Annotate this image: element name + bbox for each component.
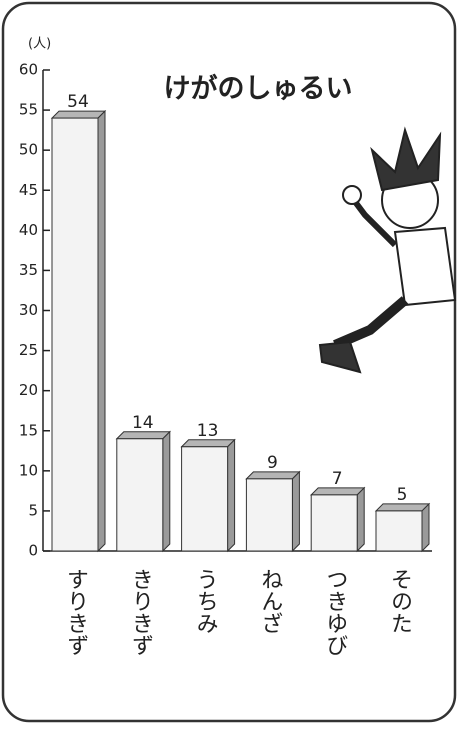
chart: (人) けがのしゅるい 0 5 10 15 20 25 30 35 40 45 50 55 60 54 すり… (0, 0, 459, 726)
value-label: 7 (332, 469, 343, 489)
y-tick-label: 35 (19, 261, 38, 279)
bar-side (422, 504, 429, 551)
y-tick-label: 25 (19, 341, 38, 359)
value-label: 14 (132, 413, 154, 433)
x-tick-label: そのた (387, 568, 412, 634)
bar (117, 439, 163, 551)
y-unit: (人) (28, 37, 51, 52)
bar-side (228, 440, 235, 551)
x-tick-label: ねんざ (257, 568, 282, 634)
value-label: 54 (67, 92, 89, 112)
bar (182, 447, 228, 551)
bar-top (52, 111, 105, 118)
bar-side (98, 111, 105, 551)
y-tick-label: 15 (19, 421, 38, 439)
y-tick-label: 20 (19, 381, 38, 399)
bar-side (163, 432, 170, 551)
y-tick-label: 50 (19, 141, 38, 159)
bar (311, 495, 357, 551)
y-tick-label: 30 (19, 301, 38, 319)
y-tick-label: 45 (19, 181, 38, 199)
value-label: 5 (397, 485, 408, 505)
bar-top (376, 504, 429, 511)
x-tick-label: すりきず (63, 568, 88, 656)
y-tick-label: 10 (19, 461, 38, 479)
value-label: 13 (197, 421, 219, 441)
x-tick-label: うちみ (193, 568, 218, 634)
bar-top (246, 472, 299, 479)
x-tick-label: きりきず (128, 568, 153, 656)
bar-side (292, 472, 299, 551)
y-tick-label: 40 (19, 221, 38, 239)
y-tick-label: 5 (28, 501, 38, 519)
y-tick-label: 60 (19, 61, 38, 79)
chart-title: けがのしゅるい (164, 73, 353, 105)
bar-top (117, 432, 170, 439)
y-tick-label: 0 (28, 542, 38, 560)
value-label: 9 (267, 453, 278, 473)
bar-top (311, 488, 364, 495)
bar (376, 511, 422, 551)
bar-side (357, 488, 364, 551)
bar-top (182, 440, 235, 447)
bar (52, 118, 98, 551)
y-tick-label: 55 (19, 101, 38, 119)
bar (246, 479, 292, 551)
x-tick-label: つきゆび (322, 568, 347, 656)
